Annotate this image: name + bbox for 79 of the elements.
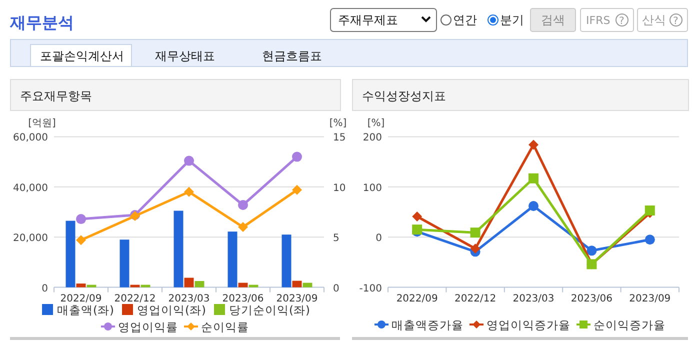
bar	[140, 284, 150, 288]
point	[238, 200, 248, 210]
x-tick-label: 2022/12	[114, 293, 156, 304]
point	[586, 246, 597, 256]
bar	[194, 281, 204, 288]
bar	[76, 284, 86, 288]
text: 연간	[453, 13, 477, 27]
legend-label: 순이익증가율	[594, 318, 666, 332]
y-tick-label: 40,000	[13, 182, 48, 194]
bar	[248, 284, 258, 288]
point	[292, 152, 302, 162]
bar	[66, 220, 76, 288]
x-tick-label: 2022/12	[454, 293, 496, 304]
y-axis-title: [억원]	[28, 118, 56, 129]
point	[292, 184, 302, 195]
y-tick-label: 100	[362, 182, 382, 194]
legend-label: 영업이익률	[118, 320, 178, 334]
y-tick-label: 20,000	[13, 233, 48, 244]
text: 산식	[642, 13, 666, 27]
point	[528, 200, 538, 211]
bar	[120, 240, 130, 288]
y-axis-title: [%]	[367, 118, 385, 129]
y-tick-label: 0	[42, 283, 48, 294]
point	[184, 186, 194, 197]
legend-label: 매출액증가율	[392, 318, 464, 332]
text: ?	[673, 16, 678, 27]
x-tick-label: 2023/06	[570, 293, 612, 304]
point	[470, 228, 480, 238]
point	[238, 222, 248, 232]
bar	[292, 280, 302, 288]
x-tick-label: 2023/09	[629, 293, 671, 304]
bar	[130, 284, 140, 288]
x-tick-label: 2023/09	[276, 293, 318, 304]
legend-label: 영업이익증가율	[486, 318, 570, 332]
text: 분기	[500, 13, 524, 27]
text: 재무분석	[9, 13, 74, 32]
legend-label: 순이익률	[201, 320, 249, 334]
bar	[302, 282, 312, 288]
point	[76, 235, 86, 246]
legend-label: 영업이익(좌)	[137, 303, 206, 317]
text: 현금흐름표	[262, 49, 322, 63]
text: IFRS	[586, 14, 610, 27]
point	[528, 173, 538, 184]
y-tick-label: 60,000	[13, 132, 48, 144]
x-tick-label: 2023/03	[168, 293, 210, 304]
point	[470, 244, 480, 254]
x-tick-label: 2023/06	[222, 293, 264, 304]
point	[644, 234, 655, 245]
point	[412, 212, 422, 222]
chart-title: 주요재무항목	[20, 89, 92, 103]
x-tick-label: 2023/03	[512, 293, 554, 304]
y2-tick-label: 5	[333, 233, 340, 244]
text: ?	[619, 16, 624, 27]
x-tick-label: 2022/09	[396, 293, 438, 304]
bar	[238, 282, 248, 288]
text: 재무상태표	[155, 49, 215, 63]
legend-label: 매출액(좌)	[57, 303, 114, 317]
y-tick-label: 0	[376, 233, 382, 244]
chart-title: 수익성장성지표	[362, 89, 446, 103]
point	[76, 214, 86, 224]
bar	[86, 284, 96, 288]
y-tick-label: 200	[362, 132, 382, 144]
bar	[282, 234, 292, 288]
text: 포괄손익계산서	[40, 49, 124, 63]
y2-axis-title: [%]	[329, 118, 347, 129]
y2-tick-label: 10	[333, 182, 346, 194]
point	[644, 205, 655, 216]
bar	[184, 278, 194, 288]
y2-tick-label: 15	[333, 132, 346, 144]
text: 검색	[541, 13, 565, 27]
x-tick-label: 2022/09	[60, 293, 102, 304]
point	[184, 156, 194, 166]
bar	[174, 210, 184, 288]
point	[528, 140, 538, 150]
bar	[228, 232, 238, 288]
text: 주재무제표	[338, 13, 398, 27]
y2-tick-label: 0	[333, 283, 340, 294]
y-tick-label: -100	[359, 283, 382, 294]
legend-label: 당기순이익(좌)	[228, 303, 310, 317]
